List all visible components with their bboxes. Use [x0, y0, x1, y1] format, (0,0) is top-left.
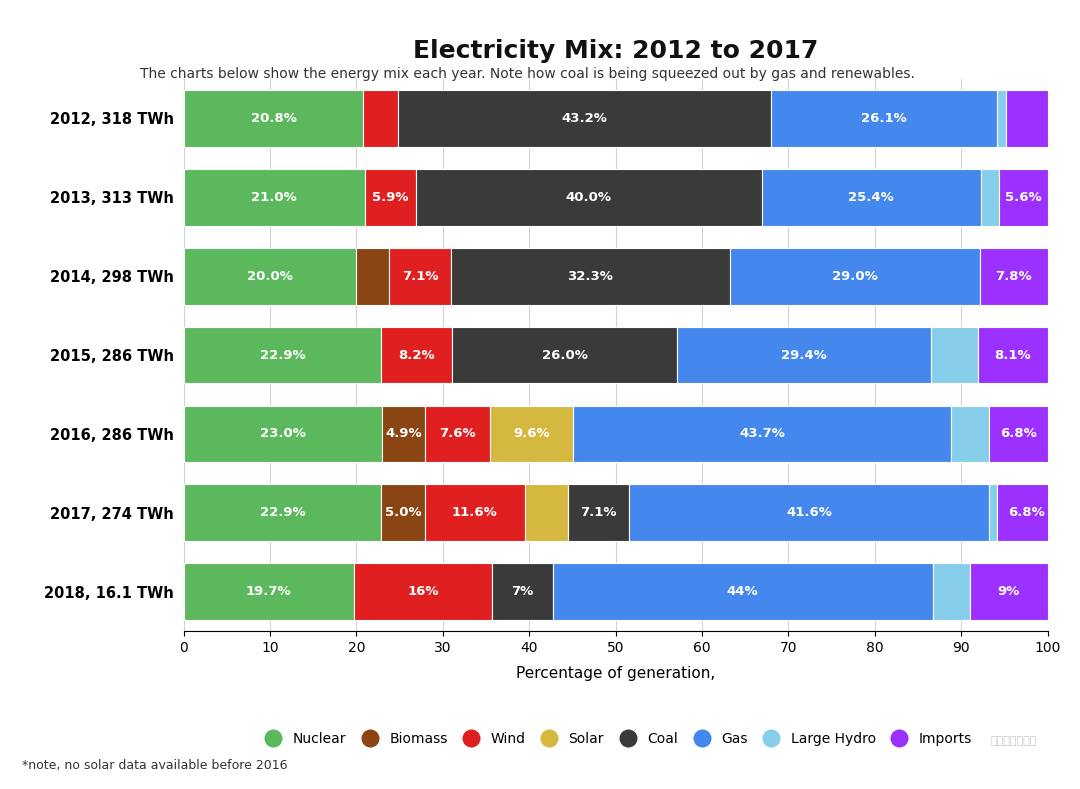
Text: 11.6%: 11.6%	[451, 507, 498, 519]
Text: 26.1%: 26.1%	[861, 112, 907, 125]
Text: 25.4%: 25.4%	[849, 191, 894, 204]
Bar	[424, 406, 490, 462]
Bar	[997, 90, 1007, 147]
Bar	[630, 484, 989, 541]
Text: 22.9%: 22.9%	[259, 349, 306, 361]
Bar	[490, 406, 573, 462]
Bar	[184, 484, 381, 541]
Bar	[356, 248, 389, 305]
Bar	[381, 484, 424, 541]
Bar	[931, 327, 977, 383]
Text: 23.0%: 23.0%	[260, 428, 306, 440]
Bar	[416, 169, 761, 226]
Legend: Nuclear, Biomass, Wind, Solar, Coal, Gas, Large Hydro, Imports: Nuclear, Biomass, Wind, Solar, Coal, Gas…	[254, 727, 977, 752]
Bar	[184, 90, 363, 147]
Bar	[424, 484, 525, 541]
Bar	[184, 327, 381, 383]
Bar	[450, 248, 730, 305]
Bar	[981, 169, 999, 226]
Bar	[989, 406, 1048, 462]
Text: 29.0%: 29.0%	[832, 270, 878, 282]
Bar	[354, 563, 492, 620]
Text: 16%: 16%	[407, 585, 438, 598]
Bar	[397, 90, 771, 147]
Bar	[761, 169, 981, 226]
Text: 8.2%: 8.2%	[399, 349, 435, 361]
Bar	[389, 248, 450, 305]
Title: Electricity Mix: 2012 to 2017: Electricity Mix: 2012 to 2017	[413, 39, 819, 63]
Bar	[184, 248, 356, 305]
Text: 43.2%: 43.2%	[562, 112, 607, 125]
Text: 5.9%: 5.9%	[373, 191, 408, 204]
Text: 7.1%: 7.1%	[402, 270, 438, 282]
Bar	[363, 90, 397, 147]
Bar	[492, 563, 553, 620]
Bar	[184, 406, 382, 462]
Bar	[730, 248, 981, 305]
Bar	[977, 327, 1048, 383]
Bar	[453, 327, 677, 383]
Text: *note, no solar data available before 2016: *note, no solar data available before 20…	[22, 759, 287, 772]
Bar	[950, 406, 989, 462]
Text: 7%: 7%	[511, 585, 534, 598]
Text: 19.7%: 19.7%	[246, 585, 292, 598]
Text: 6.8%: 6.8%	[1009, 507, 1045, 519]
Bar	[525, 484, 568, 541]
Bar	[382, 406, 424, 462]
Bar	[970, 563, 1048, 620]
Text: 26.0%: 26.0%	[542, 349, 588, 361]
Bar	[771, 90, 997, 147]
Text: 41.6%: 41.6%	[786, 507, 832, 519]
Text: 43.7%: 43.7%	[739, 428, 785, 440]
Bar	[573, 406, 950, 462]
Text: 7.1%: 7.1%	[581, 507, 617, 519]
Bar	[553, 563, 933, 620]
Bar	[184, 169, 365, 226]
Text: 44%: 44%	[727, 585, 758, 598]
Bar	[677, 327, 931, 383]
Text: 7.8%: 7.8%	[996, 270, 1032, 282]
Text: The charts below show the energy mix each year. Note how coal is being squeezed : The charts below show the energy mix eac…	[140, 67, 915, 81]
Text: 5.6%: 5.6%	[1005, 191, 1042, 204]
Bar	[184, 563, 354, 620]
Text: 4.9%: 4.9%	[386, 428, 422, 440]
Text: 29.4%: 29.4%	[781, 349, 827, 361]
Bar	[933, 563, 970, 620]
Bar	[568, 484, 630, 541]
Bar	[989, 484, 998, 541]
Text: 40.0%: 40.0%	[566, 191, 611, 204]
Text: 20.8%: 20.8%	[251, 112, 296, 125]
Text: 6.8%: 6.8%	[1000, 428, 1037, 440]
Text: 32.3%: 32.3%	[567, 270, 613, 282]
Text: 22.9%: 22.9%	[259, 507, 306, 519]
Bar	[1007, 90, 1048, 147]
Text: 8.1%: 8.1%	[995, 349, 1031, 361]
Bar	[981, 248, 1048, 305]
Bar	[999, 169, 1048, 226]
Text: 21.0%: 21.0%	[252, 191, 297, 204]
Text: 9%: 9%	[998, 585, 1020, 598]
Bar	[381, 327, 453, 383]
Text: 7.6%: 7.6%	[440, 428, 476, 440]
Bar	[365, 169, 416, 226]
Text: 国际能源小数据: 国际能源小数据	[990, 735, 1037, 746]
Text: 5.0%: 5.0%	[384, 507, 421, 519]
Text: 9.6%: 9.6%	[513, 428, 550, 440]
Text: 20.0%: 20.0%	[247, 270, 293, 282]
Bar	[998, 484, 1056, 541]
X-axis label: Percentage of generation,: Percentage of generation,	[516, 666, 715, 681]
